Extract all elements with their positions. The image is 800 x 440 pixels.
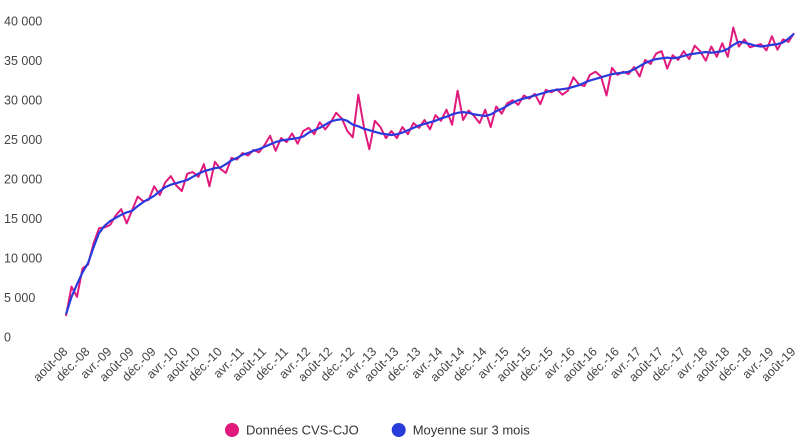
y-tick-label: 0 <box>4 330 11 344</box>
y-tick-label: 35 000 <box>4 54 42 68</box>
y-tick-label: 40 000 <box>4 14 42 28</box>
y-tick-label: 25 000 <box>4 133 42 147</box>
legend-label: Données CVS-CJO <box>246 422 359 437</box>
legend-label: Moyenne sur 3 mois <box>413 422 531 437</box>
y-tick-label: 15 000 <box>4 212 42 226</box>
y-tick-label: 20 000 <box>4 172 42 186</box>
y-tick-label: 10 000 <box>4 251 42 265</box>
series-line <box>65 26 795 317</box>
legend: Données CVS-CJO Moyenne sur 3 mois <box>225 422 530 437</box>
y-tick-label: 5 000 <box>4 291 35 305</box>
y-tick-label: 30 000 <box>4 93 42 107</box>
legend-marker <box>391 423 406 437</box>
legend-marker <box>225 423 239 437</box>
series-line <box>64 32 795 315</box>
